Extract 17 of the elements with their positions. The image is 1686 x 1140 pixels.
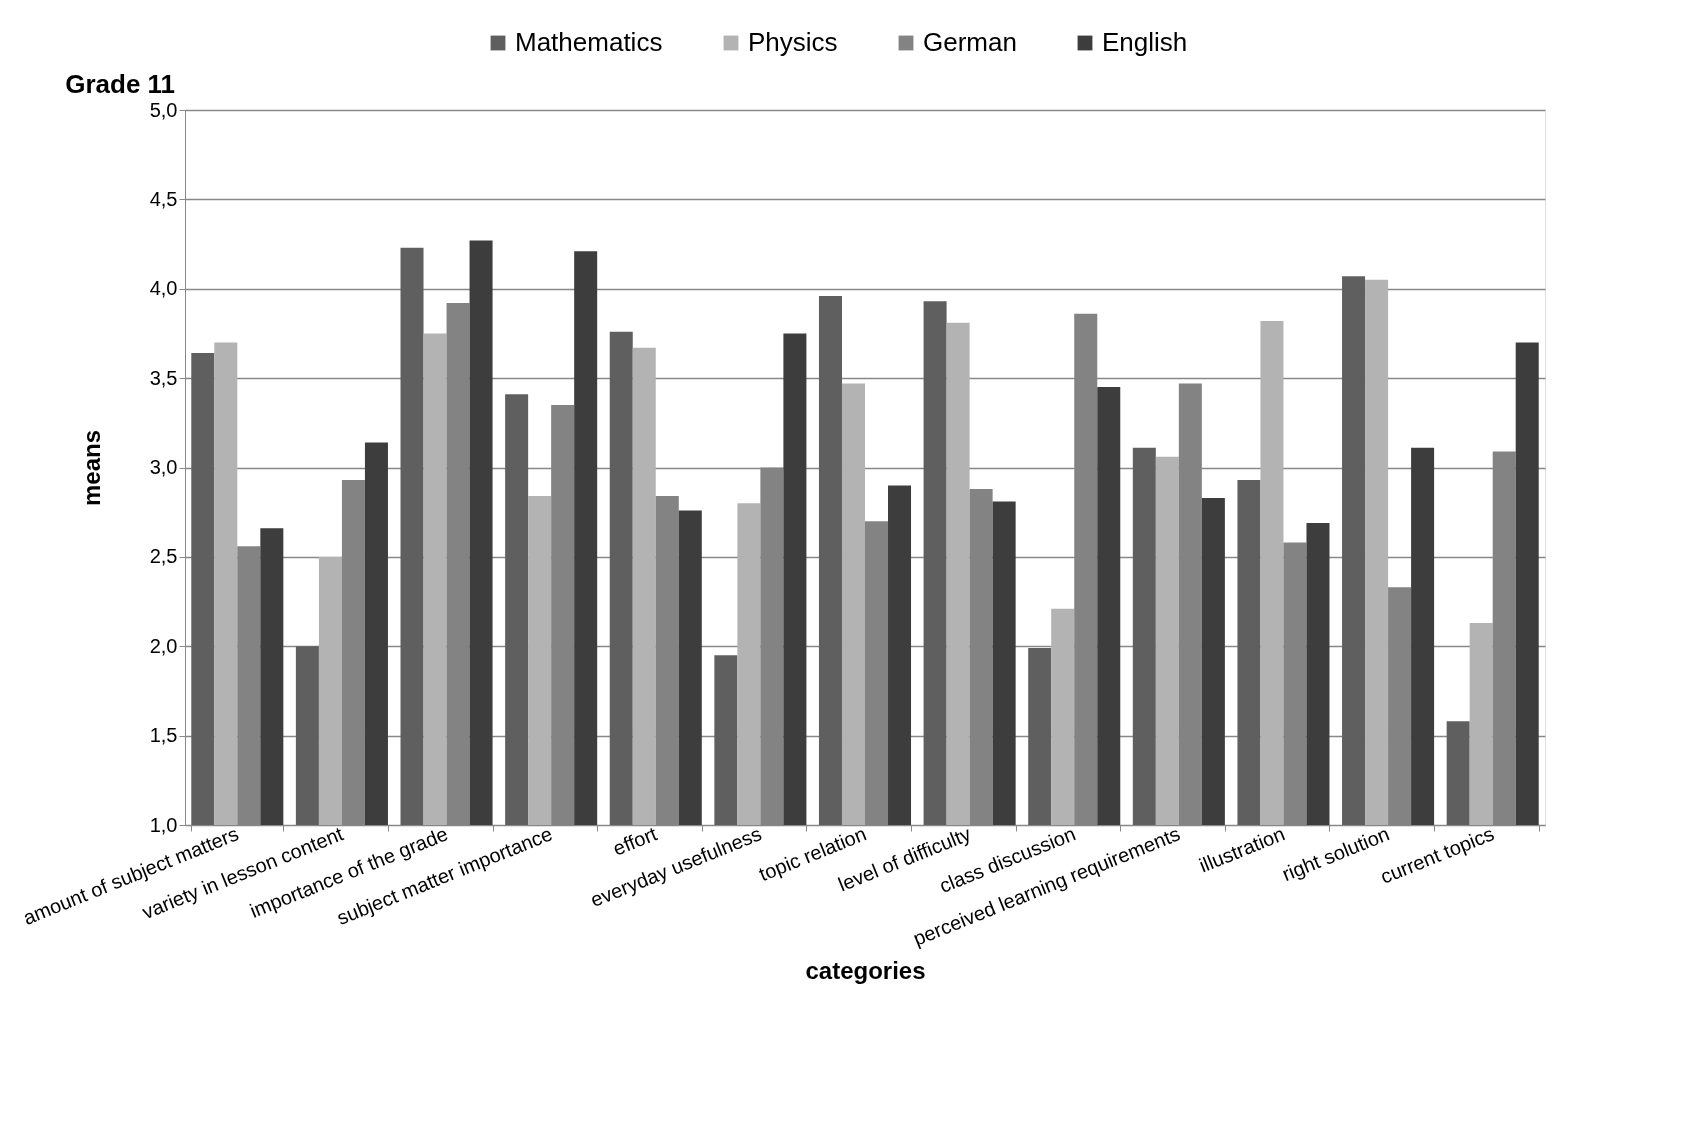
y-tick-label: 4,5 bbox=[149, 187, 178, 210]
legend-label: English bbox=[1102, 27, 1188, 57]
y-tick-label: 2,5 bbox=[149, 545, 178, 568]
y-tick-label: 1,0 bbox=[149, 813, 178, 836]
y-tick-label: 2,0 bbox=[149, 634, 178, 657]
y-tick-label: 4,0 bbox=[149, 277, 178, 300]
y-tick-label: 1,5 bbox=[149, 724, 178, 747]
legend-label: Physics bbox=[748, 27, 838, 57]
x-tick-label: effort bbox=[609, 822, 661, 860]
legend-label: Mathematics bbox=[515, 27, 663, 57]
y-tick-label: 5,0 bbox=[149, 98, 178, 121]
chart-title: Grade 11 bbox=[65, 69, 176, 99]
x-axis-title: categories bbox=[805, 956, 926, 984]
legend-label: German bbox=[923, 27, 1017, 57]
y-axis-title: means bbox=[77, 429, 105, 507]
y-tick-label: 3,0 bbox=[149, 456, 178, 478]
y-tick-label: 3,5 bbox=[149, 366, 178, 389]
